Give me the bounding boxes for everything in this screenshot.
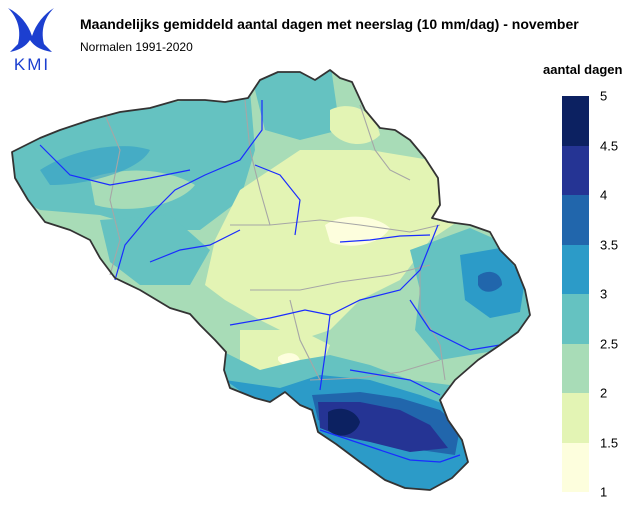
province-borders: [104, 99, 446, 381]
map-title: Maandelijks gemiddeld aantal dagen met n…: [80, 16, 579, 32]
river-demer: [339, 234, 431, 243]
legend-tick-label: 3.5: [600, 237, 619, 252]
river-scheldt: [114, 100, 263, 281]
province-border-hainaut-namur: [289, 299, 321, 381]
zone-3.5-4-east: [478, 271, 502, 292]
legend-tick-label: 5: [600, 88, 608, 104]
river-sambre: [229, 309, 331, 326]
legend-swatch: [562, 244, 589, 294]
river-lys: [39, 144, 191, 186]
map-subtitle: Normalen 1991-2020: [80, 40, 193, 54]
river-meuse: [319, 224, 439, 391]
province-border-west-east-flanders: [104, 114, 121, 276]
province-border-east-flanders-antwerp: [244, 99, 271, 226]
zone-1-1.5-brabant: [325, 216, 390, 246]
river-dender: [149, 229, 241, 263]
legend-swatch: [562, 145, 589, 195]
kmi-logo-mark: [8, 8, 54, 52]
legend-tick-label: 2.5: [600, 336, 619, 351]
legend-swatch: [562, 195, 589, 245]
legend-tick-label: 1: [600, 484, 608, 500]
province-border-liege-luxembourg: [419, 265, 446, 381]
legend-tick-label: 3: [600, 286, 608, 302]
legend-swatch: [562, 96, 589, 146]
province-border-brabant-south: [250, 264, 431, 291]
color-legend: 5 4.5 4 3.5 3 2.5 2 1.5 1: [562, 89, 618, 500]
province-border-antwerp-limburg: [359, 104, 411, 181]
rivers: [39, 100, 501, 463]
zone-2-2.5-westhoek: [90, 170, 195, 209]
province-border-brabant-north: [230, 219, 441, 233]
belgium-precipitation-map: [11, 69, 531, 491]
river-rupel: [254, 164, 301, 236]
legend-swatch: [562, 442, 589, 492]
legend-tick-label: 1.5: [600, 435, 619, 450]
legend-title: aantal dagen: [543, 62, 623, 77]
legend-swatch: [562, 294, 589, 344]
zone-2.5-3-north: [250, 70, 340, 140]
belgium-border: [11, 69, 531, 491]
legend-swatch: [562, 343, 589, 393]
zone-3-3.5-coast: [40, 146, 150, 185]
legend-swatch: [562, 393, 589, 443]
precipitation-zones: [12, 70, 530, 490]
kmi-logo-text: KMI: [14, 55, 50, 72]
legend-tick-label: 2: [600, 385, 608, 401]
river-semois: [319, 429, 461, 463]
river-lesse: [349, 369, 441, 396]
zone-4.5-5-ardennes: [328, 408, 360, 436]
river-ourthe: [409, 299, 501, 351]
zone-1.5-2-central: [205, 150, 460, 340]
kmi-logo: KMI: [8, 8, 54, 72]
zone-1.5-2-north: [330, 106, 380, 145]
legend-tick-label: 4.5: [600, 138, 619, 153]
zone-2.5-3-flanders-west: [100, 215, 210, 285]
legend-tick-label: 4: [600, 187, 608, 203]
